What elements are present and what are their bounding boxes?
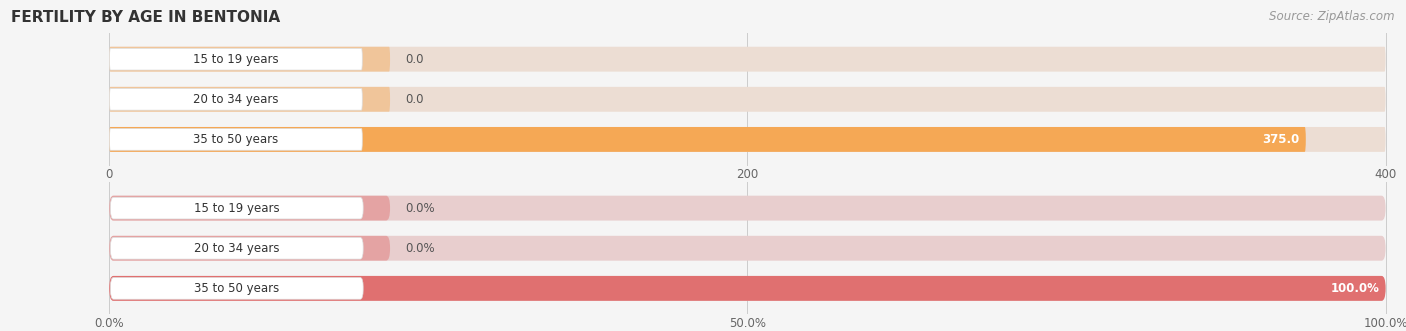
FancyBboxPatch shape [111,197,363,219]
FancyBboxPatch shape [110,47,1385,71]
FancyBboxPatch shape [110,236,1385,261]
FancyBboxPatch shape [110,196,389,220]
FancyBboxPatch shape [110,236,389,261]
Text: 0.0%: 0.0% [405,202,434,214]
FancyBboxPatch shape [110,87,1385,112]
FancyBboxPatch shape [110,127,1306,152]
Text: 35 to 50 years: 35 to 50 years [193,133,278,146]
FancyBboxPatch shape [111,277,363,299]
Text: 20 to 34 years: 20 to 34 years [193,93,278,106]
FancyBboxPatch shape [111,237,363,259]
Text: 15 to 19 years: 15 to 19 years [193,53,278,66]
FancyBboxPatch shape [110,127,1385,152]
FancyBboxPatch shape [110,48,363,70]
Text: 15 to 19 years: 15 to 19 years [194,202,280,214]
Text: 20 to 34 years: 20 to 34 years [194,242,280,255]
Text: Source: ZipAtlas.com: Source: ZipAtlas.com [1270,10,1395,23]
FancyBboxPatch shape [110,87,389,112]
FancyBboxPatch shape [110,88,363,110]
Text: 0.0%: 0.0% [405,242,434,255]
Text: 100.0%: 100.0% [1330,282,1379,295]
FancyBboxPatch shape [110,196,1385,220]
Text: 375.0: 375.0 [1263,133,1299,146]
FancyBboxPatch shape [110,47,389,71]
Text: FERTILITY BY AGE IN BENTONIA: FERTILITY BY AGE IN BENTONIA [11,10,280,25]
Text: 0.0: 0.0 [405,53,423,66]
FancyBboxPatch shape [110,276,1385,301]
FancyBboxPatch shape [110,128,363,150]
FancyBboxPatch shape [110,276,1385,301]
Text: 0.0: 0.0 [405,93,423,106]
Text: 35 to 50 years: 35 to 50 years [194,282,280,295]
